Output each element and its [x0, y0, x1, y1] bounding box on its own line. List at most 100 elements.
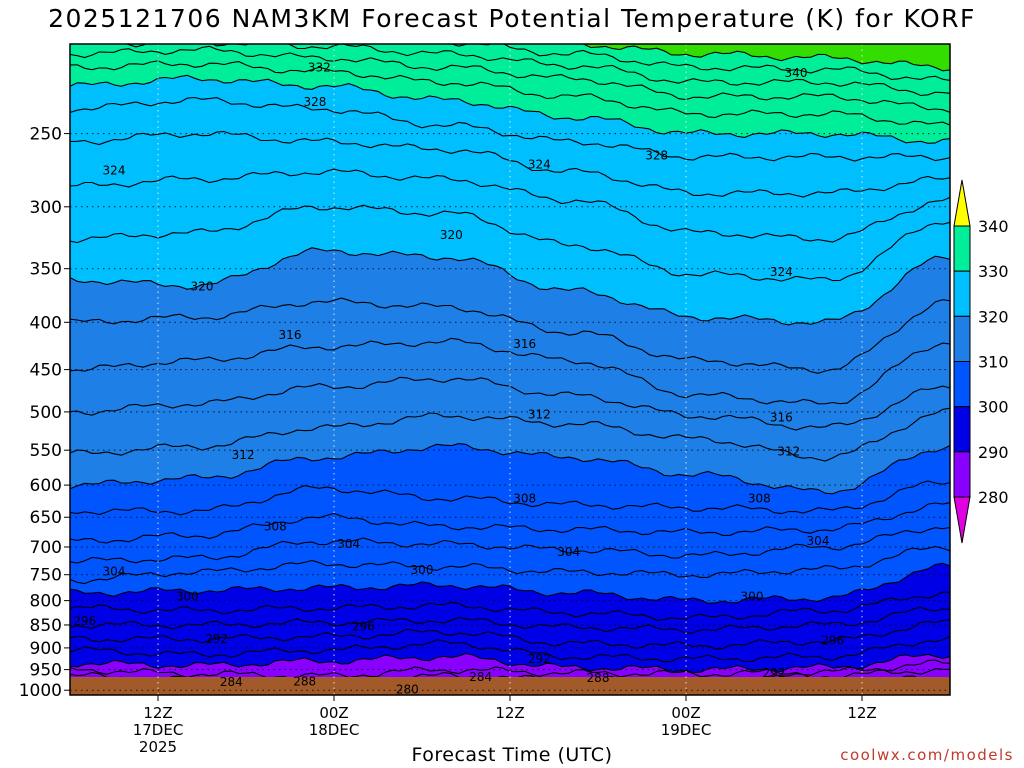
contour-label: 284	[469, 670, 492, 684]
isentrope-304	[70, 526, 950, 564]
contour-label: 292	[763, 666, 786, 680]
isentrope-322	[70, 204, 950, 282]
y-tick-label: 350	[30, 260, 62, 280]
colorbar-segment	[953, 406, 971, 453]
y-tick-label: 900	[30, 639, 62, 659]
x-tick-label: 12Z	[847, 704, 876, 722]
contour-label: 296	[73, 614, 96, 628]
contour-label: 296	[821, 633, 844, 647]
colorbar-segment	[953, 315, 971, 363]
contour-label: 312	[232, 448, 255, 462]
x-tick-label: 19DEC	[661, 721, 712, 739]
isentrope-324	[70, 168, 950, 243]
contour-labels: 332 328 340 324 324 328 320 320 324 316 316 312 316 3…	[73, 60, 844, 696]
colorbar-label: 320	[978, 307, 1009, 326]
contour-label: 300	[411, 563, 434, 577]
x-tick-label: 2025	[139, 738, 177, 756]
contour-label: 316	[513, 337, 536, 351]
y-tick-label: 750	[30, 566, 62, 586]
y-axis: 250 300 350 400 450 500 550 600 650 700 750 800 850 9…	[19, 125, 70, 701]
colorbar-label: 330	[978, 262, 1009, 281]
isentrope-298	[70, 591, 950, 621]
isentrope-306	[70, 502, 950, 544]
isentrope-334	[70, 45, 950, 113]
contour-label: 320	[191, 280, 214, 294]
colorbar-segment	[953, 451, 971, 498]
isentrope-336	[75, 44, 950, 97]
x-tick-label: 00Z	[319, 704, 348, 722]
contour-label: 304	[807, 534, 830, 548]
contour-label: 296	[352, 619, 375, 633]
contour-label: 316	[770, 410, 793, 424]
colorbar-label: 290	[978, 443, 1009, 462]
isentrope-310	[70, 443, 950, 495]
y-tick-label: 950	[30, 661, 62, 681]
contour-label: 332	[308, 60, 331, 74]
contour-label: 308	[264, 519, 287, 533]
x-tick-label: 18DEC	[309, 721, 360, 739]
y-tick-label: 800	[30, 592, 62, 612]
y-tick-label: 700	[30, 538, 62, 558]
contour-label: 300	[741, 590, 764, 604]
colorbar-segment	[953, 225, 971, 272]
contour-label: 304	[557, 545, 580, 559]
colorbar-label: 310	[978, 353, 1009, 372]
theta-band	[583, 44, 950, 71]
contour-label: 288	[587, 671, 610, 685]
isentrope-340	[537, 44, 950, 72]
y-tick-label: 250	[30, 125, 62, 145]
contour-label: 316	[279, 328, 302, 342]
isentrope-294	[70, 619, 950, 650]
y-tick-label: 550	[30, 441, 62, 461]
isentrope-312	[70, 407, 950, 462]
y-tick-label: 500	[30, 403, 62, 423]
x-tick-label: 17DEC	[133, 721, 184, 739]
contour-label: 312	[528, 407, 551, 421]
contour-label: 324	[103, 163, 126, 177]
contour-label: 320	[440, 228, 463, 242]
isentrope-318	[70, 297, 950, 374]
y-tick-label: 600	[30, 476, 62, 496]
colorbar-max-arrow	[953, 179, 971, 227]
isentrope-316	[70, 337, 950, 405]
contour-label: 304	[337, 537, 360, 551]
x-tick-label: 12Z	[143, 704, 172, 722]
contour-label: 280	[396, 682, 419, 696]
isentrope-300	[70, 562, 950, 604]
chart-title: 2025121706 NAM3KM Forecast Potential Tem…	[48, 4, 976, 33]
isentrope-330	[70, 74, 950, 144]
y-tick-label: 650	[30, 508, 62, 528]
colorbar-label: 280	[978, 488, 1009, 507]
x-tick-label: 12Z	[495, 704, 524, 722]
contour-label: 340	[785, 66, 808, 80]
contour-label: 304	[103, 564, 126, 578]
isentrope-302	[70, 545, 950, 585]
isentrope-328	[70, 96, 950, 162]
y-tick-label: 1000	[19, 681, 62, 701]
isentrope-332	[70, 60, 950, 126]
contour-label: 292	[528, 652, 551, 666]
y-tick-label: 450	[30, 361, 62, 381]
colorbar-label: 300	[978, 398, 1009, 417]
y-tick-label: 850	[30, 616, 62, 636]
x-axis-label: Forecast Time (UTC)	[411, 744, 613, 766]
y-tick-label: 400	[30, 313, 62, 333]
contour-label: 300	[176, 590, 199, 604]
watermark: coolwx.com/models	[840, 746, 1014, 764]
colorbar-segment	[953, 361, 971, 408]
contour-label: 312	[777, 445, 800, 459]
contour-label: 324	[770, 265, 793, 279]
contour-label: 308	[513, 491, 536, 505]
gridlines	[70, 44, 950, 695]
contour-label: 292	[205, 632, 228, 646]
ground-surface	[70, 677, 950, 695]
contour-label: 324	[528, 157, 551, 171]
contour-label: 288	[293, 674, 316, 688]
colorbar: 280 290 300 310 320 330 340	[953, 179, 1009, 544]
x-tick-label: 00Z	[671, 704, 700, 722]
colorbar-min-arrow	[953, 496, 971, 544]
colorbar-segment	[953, 270, 971, 317]
isentrope-338	[449, 44, 950, 81]
colorbar-label: 340	[978, 217, 1009, 236]
